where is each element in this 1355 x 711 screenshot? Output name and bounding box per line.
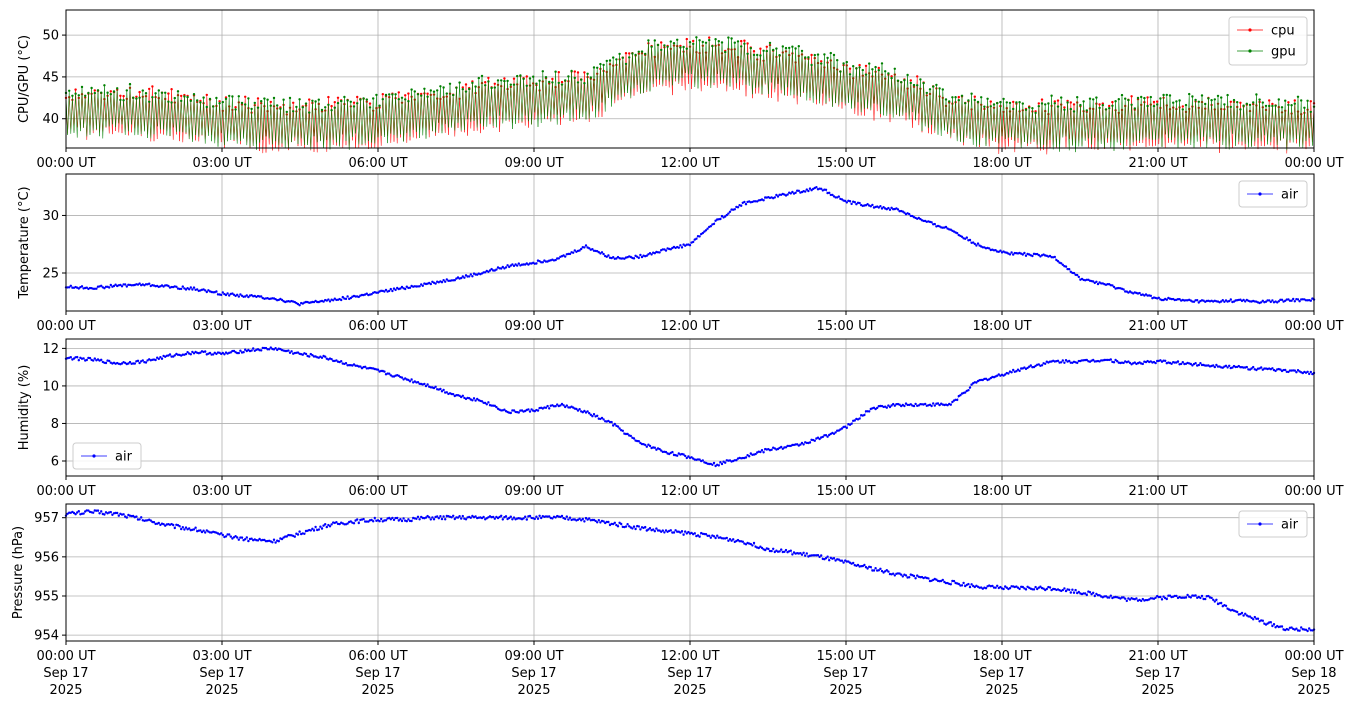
y-tick-label: 956 [34, 550, 59, 565]
x-date-label: Sep 17 [979, 666, 1024, 681]
legend: air [1238, 180, 1308, 208]
legend: cpu gpu [1228, 16, 1308, 66]
y-tick-label: 10 [42, 379, 59, 394]
x-tick-label: 18:00 UT [972, 649, 1031, 664]
panel-2: 25 30 00:00 UT 03:00 UT 06:00 UT 09:00 UT 12:0… [17, 173, 1344, 334]
legend: air [72, 442, 142, 470]
x-year-label: 2025 [1141, 683, 1174, 698]
x-tick-label: 00:00 UT [1284, 156, 1343, 171]
y-tick-label: 6 [51, 454, 59, 469]
x-tick-label: 09:00 UT [504, 156, 563, 171]
x-date-label: Sep 17 [823, 666, 868, 681]
legend-label-cpu: cpu [1271, 24, 1295, 39]
x-tick-label: 21:00 UT [1128, 484, 1187, 499]
legend-marker-air [1258, 522, 1262, 526]
x-year-label: 2025 [205, 683, 238, 698]
x-year-label: 2025 [517, 683, 550, 698]
panel-4: 954 955 956 957 00:00 UT Sep 17 2025 03:00 UT Se… [11, 503, 1344, 698]
x-date-label: Sep 18 [1291, 666, 1336, 681]
x-tick-label: 15:00 UT [816, 649, 875, 664]
legend-label-air: air [115, 450, 133, 465]
x-tick-label: 12:00 UT [660, 319, 719, 334]
y-axis-label: Humidity (%) [17, 365, 32, 451]
legend-box [1228, 16, 1308, 66]
x-year-label: 2025 [985, 683, 1018, 698]
x-tick-label: 06:00 UT [348, 319, 407, 334]
x-date-label: Sep 17 [355, 666, 400, 681]
y-axis-label: Temperature (°C) [17, 186, 32, 299]
legend-marker-air [92, 454, 96, 458]
y-tick-label: 50 [42, 29, 59, 44]
y-tick-label: 45 [42, 70, 59, 85]
legend-label-air: air [1281, 518, 1299, 533]
y-tick-label: 954 [34, 629, 59, 644]
x-date-label: Sep 17 [511, 666, 556, 681]
x-year-label: 2025 [673, 683, 706, 698]
x-tick-label: 12:00 UT [660, 156, 719, 171]
x-tick-label: 09:00 UT [504, 649, 563, 664]
x-tick-label: 15:00 UT [816, 319, 875, 334]
x-tick-label: 03:00 UT [192, 484, 251, 499]
legend-label-air: air [1281, 188, 1299, 203]
x-tick-label: 06:00 UT [348, 484, 407, 499]
x-tick-label: 18:00 UT [972, 484, 1031, 499]
x-tick-label: 09:00 UT [504, 319, 563, 334]
y-tick-label: 12 [42, 342, 59, 357]
x-date-label: Sep 17 [667, 666, 712, 681]
x-tick-label: 00:00 UT [1284, 319, 1343, 334]
x-tick-label: 00:00 UT [36, 319, 95, 334]
x-tick-label: 03:00 UT [192, 156, 251, 171]
x-tick-label: 15:00 UT [816, 484, 875, 499]
x-tick-label: 06:00 UT [348, 649, 407, 664]
y-tick-label: 8 [51, 417, 59, 432]
series-line-gpu [65, 37, 1315, 153]
x-tick-label: 00:00 UT [36, 649, 95, 664]
x-tick-label: 03:00 UT [192, 649, 251, 664]
x-tick-label: 21:00 UT [1128, 156, 1187, 171]
x-tick-label: 18:00 UT [972, 319, 1031, 334]
y-tick-label: 955 [34, 589, 59, 604]
y-axis-label: CPU/GPU (°C) [17, 35, 32, 123]
x-year-label: 2025 [49, 683, 82, 698]
x-tick-label: 21:00 UT [1128, 649, 1187, 664]
legend-marker-air [1258, 192, 1262, 196]
x-year-label: 2025 [829, 683, 862, 698]
x-tick-label: 21:00 UT [1128, 319, 1187, 334]
panel-3: 6 8 10 12 00:00 UT 03:00 UT 06:00 UT 09:00 UT 12… [17, 338, 1344, 499]
y-tick-label: 25 [42, 267, 59, 282]
x-tick-label: 18:00 UT [972, 156, 1031, 171]
x-tick-label: 00:00 UT [36, 156, 95, 171]
y-tick-label: 40 [42, 112, 59, 127]
x-date-label: Sep 17 [43, 666, 88, 681]
x-year-label: 2025 [361, 683, 394, 698]
series-line-air [65, 510, 1315, 632]
y-axis-label: Pressure (hPa) [11, 526, 26, 619]
legend-marker-cpu [1248, 28, 1252, 32]
legend: air [1238, 510, 1308, 538]
x-tick-label: 03:00 UT [192, 319, 251, 334]
panel-1: 40 45 50 00:00 UT 03:00 UT 06:00 UT 09:00 UT 12… [17, 9, 1344, 171]
x-tick-label: 12:00 UT [660, 649, 719, 664]
x-tick-label: 12:00 UT [660, 484, 719, 499]
series-line-air [65, 347, 1315, 467]
x-tick-label: 00:00 UT [36, 484, 95, 499]
x-year-label: 2025 [1297, 683, 1330, 698]
x-date-label: Sep 17 [199, 666, 244, 681]
x-tick-label: 09:00 UT [504, 484, 563, 499]
y-tick-label: 30 [42, 209, 59, 224]
y-tick-label: 957 [34, 511, 59, 526]
x-tick-label: 00:00 UT [1284, 484, 1343, 499]
x-tick-label: 00:00 UT [1284, 649, 1343, 664]
x-tick-label: 15:00 UT [816, 156, 875, 171]
x-date-label: Sep 17 [1135, 666, 1180, 681]
legend-marker-gpu [1248, 49, 1252, 53]
series-line-air [66, 186, 1315, 306]
legend-label-gpu: gpu [1271, 45, 1296, 60]
x-tick-label: 06:00 UT [348, 156, 407, 171]
